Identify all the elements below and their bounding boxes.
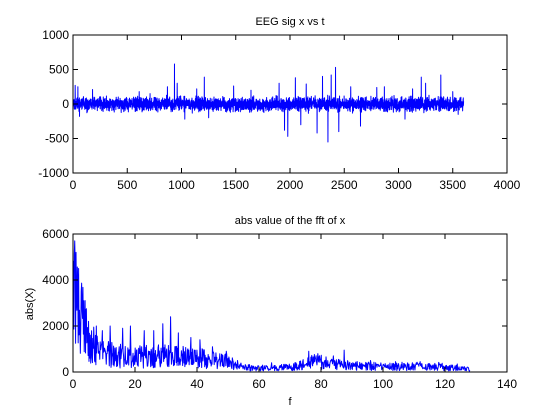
eeg-x-tick-label: 4000	[494, 178, 521, 192]
eeg-plot-title: EEG sig x vs t	[255, 16, 324, 28]
eeg-x-tick-label: 2000	[277, 178, 304, 192]
fft-plot-title: abs value of the fft of x	[235, 215, 346, 227]
fft-x-tick-label: 20	[128, 377, 142, 391]
eeg-y-tick-label: -500	[45, 132, 69, 146]
fft-x-tick-label: 80	[314, 377, 328, 391]
fft-x-tick-label: 60	[252, 377, 266, 391]
eeg-y-tick-label: 0	[62, 97, 69, 111]
fft-x-tick-label: 100	[373, 377, 393, 391]
fft-plot-border	[72, 233, 508, 373]
fft-x-axis-label: f	[288, 396, 292, 408]
eeg-signal-plot: 0 500 1000 1500 2000 2500 3000 3500 4000 -1000 -5…	[38, 16, 520, 192]
eeg-x-tick-label: 1500	[222, 178, 249, 192]
fft-y-tick-label: 6000	[42, 227, 69, 241]
eeg-x-ticks: 0 500 1000 1500 2000 2500 3000 3500 4000	[70, 35, 521, 192]
fft-y-tick-label: 0	[62, 365, 69, 379]
eeg-x-tick-label: 3000	[385, 178, 412, 192]
eeg-x-tick-label: 1000	[168, 178, 195, 192]
fft-y-axis-label: abs(X)	[24, 288, 36, 320]
fft-x-tick-label: 0	[70, 377, 77, 391]
fft-y-tick-label: 2000	[42, 319, 69, 333]
eeg-x-tick-label: 3500	[439, 178, 466, 192]
fft-x-tick-label: 40	[190, 377, 204, 391]
eeg-x-tick-label: 2500	[331, 178, 358, 192]
eeg-y-tick-label: 500	[49, 63, 69, 77]
fft-y-tick-label: 4000	[42, 273, 69, 287]
fft-magnitude-series	[72, 240, 471, 372]
fft-x-tick-label: 120	[435, 377, 455, 391]
fft-y-ticks: 0 2000 4000 6000	[42, 227, 507, 379]
eeg-y-tick-label: 1000	[42, 28, 69, 42]
eeg-signal-series	[72, 63, 465, 143]
eeg-x-tick-label: 0	[70, 178, 77, 192]
fft-x-tick-label: 140	[497, 377, 517, 391]
eeg-x-tick-label: 500	[117, 178, 137, 192]
fft-magnitude-plot: 0 20 40 60 80 100 120 140 0 2000 4000 6000 abs val…	[24, 215, 517, 408]
eeg-y-ticks: -1000 -500 0 500 1000	[38, 28, 507, 180]
fft-x-ticks: 0 20 40 60 80 100 120 140	[70, 234, 517, 391]
fft-series-line	[72, 240, 471, 372]
eeg-y-tick-label: -1000	[38, 166, 69, 180]
eeg-series-line	[72, 63, 465, 143]
